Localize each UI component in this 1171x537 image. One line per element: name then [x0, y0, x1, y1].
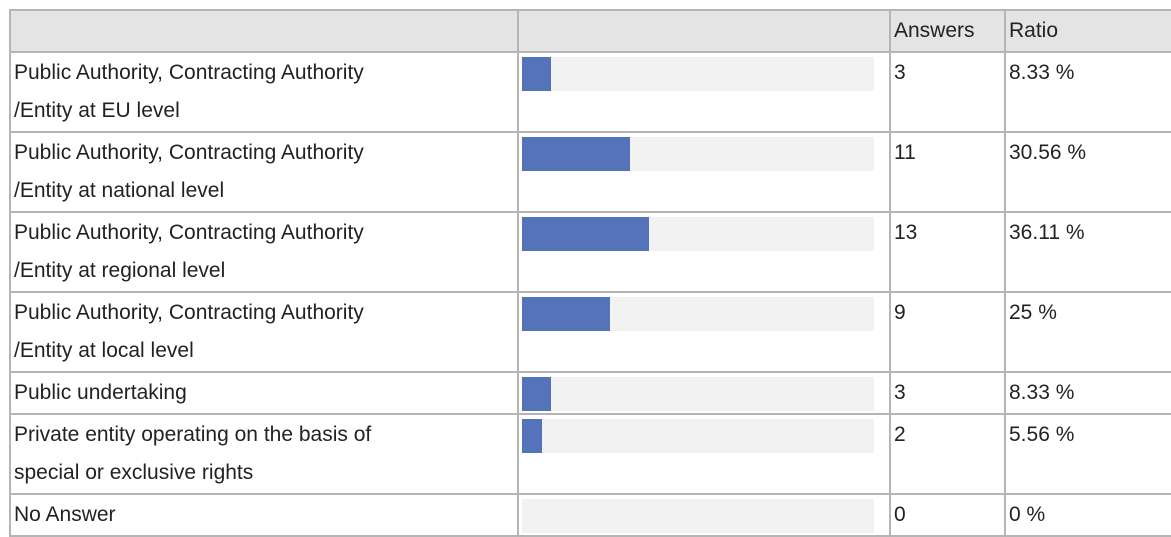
label-line: Public Authority, Contracting Authority: [14, 141, 364, 164]
ratio-cell: 36.11 %: [1004, 211, 1171, 293]
row: Private entity operating on the basis of…: [9, 413, 1171, 495]
bar: [522, 57, 552, 91]
answers-cell: 3: [889, 51, 1006, 133]
bar: [522, 377, 552, 411]
bar-track: [522, 57, 874, 91]
bar-track: [522, 419, 874, 453]
ratio-cell: 8.33 %: [1004, 51, 1171, 133]
bar-track: [522, 137, 874, 171]
answers-cell: 9: [889, 291, 1006, 373]
bar: [522, 137, 630, 171]
table-header: Answers Ratio: [9, 9, 1171, 53]
label-cell: Private entity operating on the basis of…: [9, 413, 519, 495]
bar-track: [522, 377, 874, 411]
bar-cell: [517, 493, 891, 537]
bar-track: [522, 297, 874, 331]
label-cell: No Answer: [9, 493, 519, 537]
bar: [522, 419, 542, 453]
label-line: Private entity operating on the basis of: [14, 423, 372, 446]
label-line: No Answer: [14, 503, 116, 526]
header-cell: [9, 9, 519, 53]
label-line: /Entity at national level: [14, 179, 225, 202]
answers-cell: 13: [889, 211, 1006, 293]
bar: [522, 297, 610, 331]
bar: [522, 217, 650, 251]
bar-cell: [517, 131, 891, 213]
bar-cell: [517, 211, 891, 293]
header-cell: Ratio: [1004, 9, 1171, 53]
label-cell: Public undertaking: [9, 371, 519, 415]
bar-cell: [517, 291, 891, 373]
bar-cell: [517, 371, 891, 415]
row: No Answer 0 0 %: [9, 493, 1171, 537]
label-line: Public Authority, Contracting Authority: [14, 221, 364, 244]
row: Public Authority, Contracting Authority /…: [9, 131, 1171, 213]
row: Public undertaking 3 8.33 %: [9, 371, 1171, 415]
ratio-cell: 8.33 %: [1004, 371, 1171, 415]
results-table: Answers Ratio Public Authority, Contract…: [9, 9, 1171, 537]
row: Public Authority, Contracting Authority /…: [9, 291, 1171, 373]
label-line: /Entity at regional level: [14, 259, 226, 282]
bar-cell: [517, 51, 891, 133]
ratio-cell: 5.56 %: [1004, 413, 1171, 495]
label-line: Public undertaking: [14, 381, 187, 404]
row: Public Authority, Contracting Authority /…: [9, 211, 1171, 293]
label-line: /Entity at EU level: [14, 99, 180, 122]
row: Public Authority, Contracting Authority /…: [9, 51, 1171, 133]
label-cell: Public Authority, Contracting Authority /…: [9, 291, 519, 373]
answers-cell: 2: [889, 413, 1006, 495]
bar-cell: [517, 413, 891, 495]
label-cell: Public Authority, Contracting Authority /…: [9, 51, 519, 133]
bar-track: [522, 217, 874, 251]
table-body: Public Authority, Contracting Authority /…: [9, 51, 1171, 537]
answers-cell: 3: [889, 371, 1006, 415]
label-line: special or exclusive rights: [14, 461, 254, 484]
header-cell: [517, 9, 891, 53]
label-line: Public Authority, Contracting Authority: [14, 61, 364, 84]
answers-cell: 11: [889, 131, 1006, 213]
label-line: Public Authority, Contracting Authority: [14, 301, 364, 324]
ratio-cell: 0 %: [1004, 493, 1171, 537]
header-cell: Answers: [889, 9, 1006, 53]
answers-cell: 0: [889, 493, 1006, 537]
header-row: Answers Ratio: [9, 9, 1171, 53]
ratio-cell: 25 %: [1004, 291, 1171, 373]
bar-track: [522, 499, 874, 533]
ratio-cell: 30.56 %: [1004, 131, 1171, 213]
label-cell: Public Authority, Contracting Authority /…: [9, 131, 519, 213]
label-line: /Entity at local level: [14, 339, 194, 362]
label-cell: Public Authority, Contracting Authority /…: [9, 211, 519, 293]
